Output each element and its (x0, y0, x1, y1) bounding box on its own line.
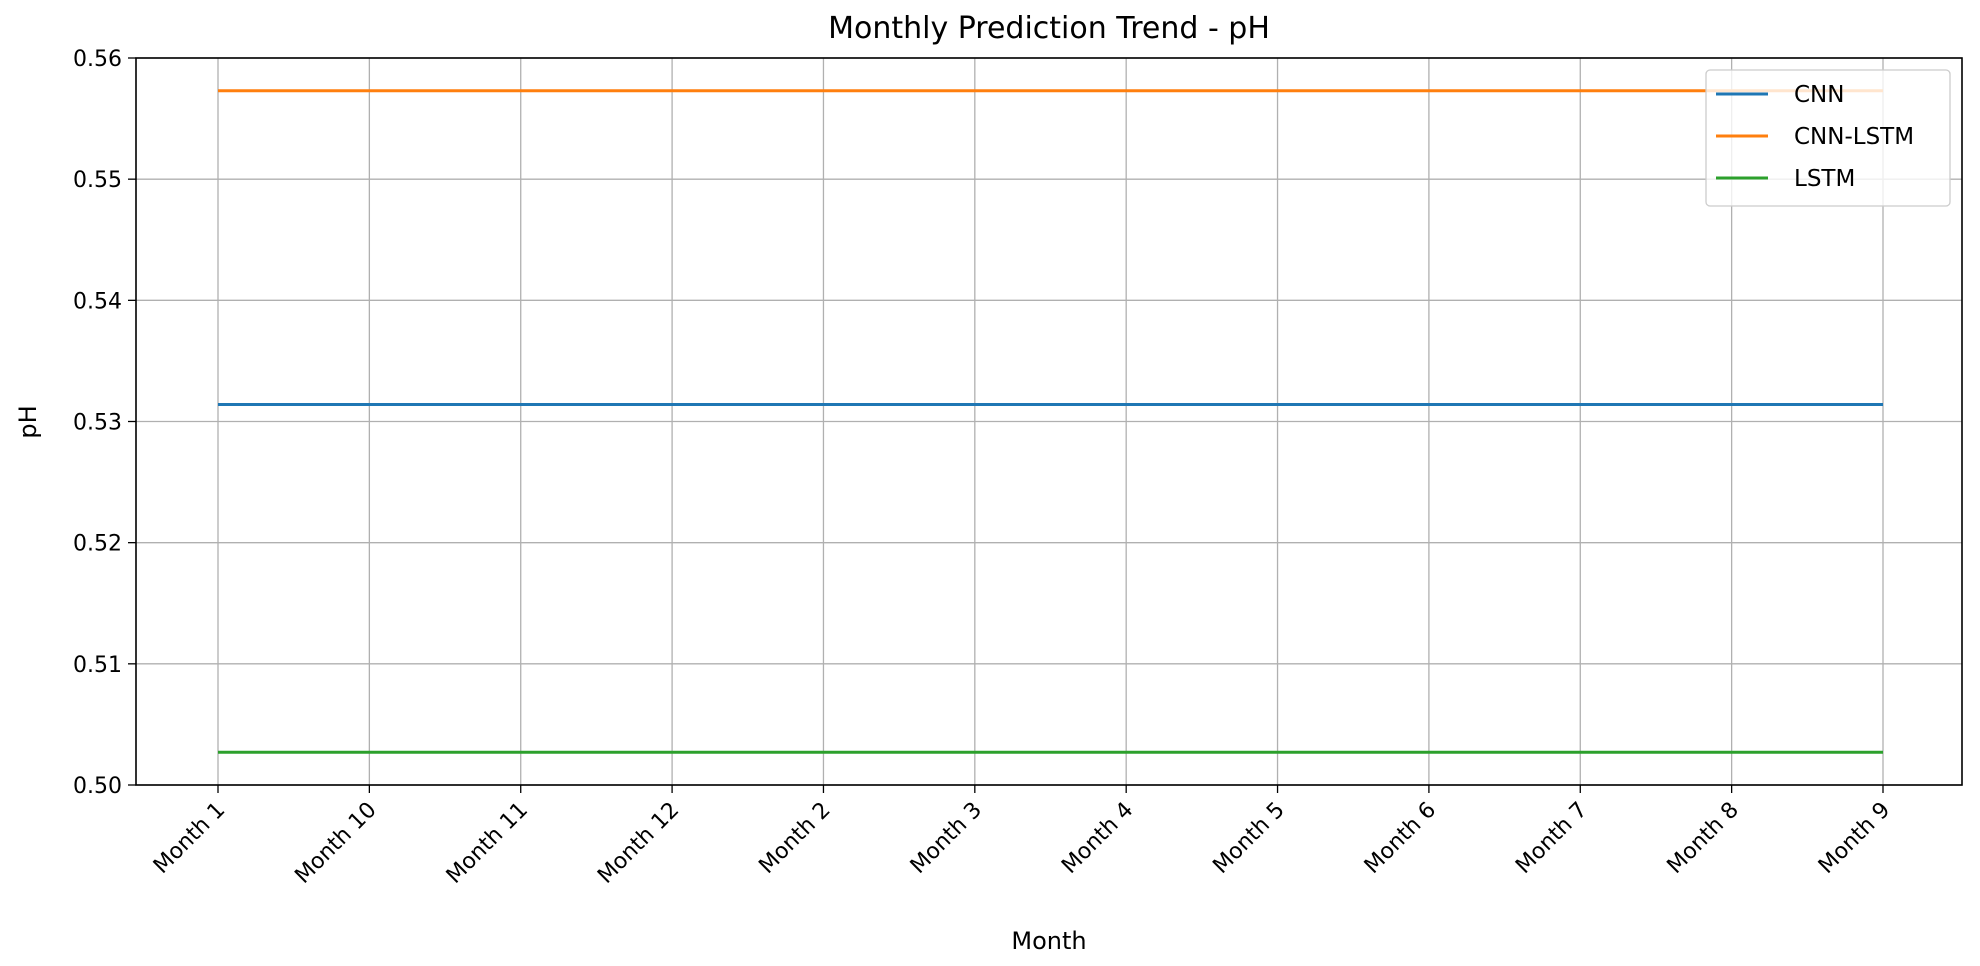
y-tick-label: 0.54 (73, 289, 122, 314)
y-tick-label: 0.56 (73, 47, 122, 72)
legend-label: CNN-LSTM (1794, 124, 1914, 150)
y-tick-label: 0.55 (73, 168, 122, 193)
legend-box (1705, 69, 1951, 207)
y-axis: 0.50 0.51 0.52 0.53 0.54 0.55 0.56 (73, 47, 136, 799)
x-axis: Month 1 Month 10 Month 11 Month 12 Month 2 Mo… (149, 785, 1895, 889)
y-tick-label: 0.53 (73, 411, 122, 436)
x-tick-label: Month 2 (754, 798, 835, 879)
x-tick-label: Month 11 (442, 798, 533, 889)
grid-lines (136, 57, 1962, 786)
x-tick-label: Month 12 (593, 798, 684, 889)
x-tick-label: Month 4 (1057, 798, 1138, 879)
series-lines (218, 89, 1883, 754)
x-tick-label: Month 5 (1209, 798, 1290, 879)
x-tick-label: Month 3 (906, 798, 987, 879)
legend: CNN CNN-LSTM LSTM (1705, 69, 1951, 207)
y-axis-label: pH (14, 405, 42, 438)
y-tick-label: 0.51 (73, 653, 122, 678)
x-tick-label: Month 1 (149, 798, 230, 879)
x-tick-label: Month 6 (1360, 798, 1441, 879)
x-tick-label: Month 7 (1511, 798, 1592, 879)
y-tick-label: 0.50 (73, 774, 122, 799)
x-tick-label: Month 8 (1663, 798, 1744, 879)
legend-label: LSTM (1794, 166, 1855, 192)
y-tick-label: 0.52 (73, 532, 122, 557)
x-tick-label: Month 9 (1814, 798, 1895, 879)
x-tick-label: Month 10 (290, 798, 381, 889)
chart-title: Monthly Prediction Trend - pH (828, 11, 1270, 46)
x-axis-label: Month (1011, 927, 1086, 955)
legend-label: CNN (1794, 82, 1844, 108)
